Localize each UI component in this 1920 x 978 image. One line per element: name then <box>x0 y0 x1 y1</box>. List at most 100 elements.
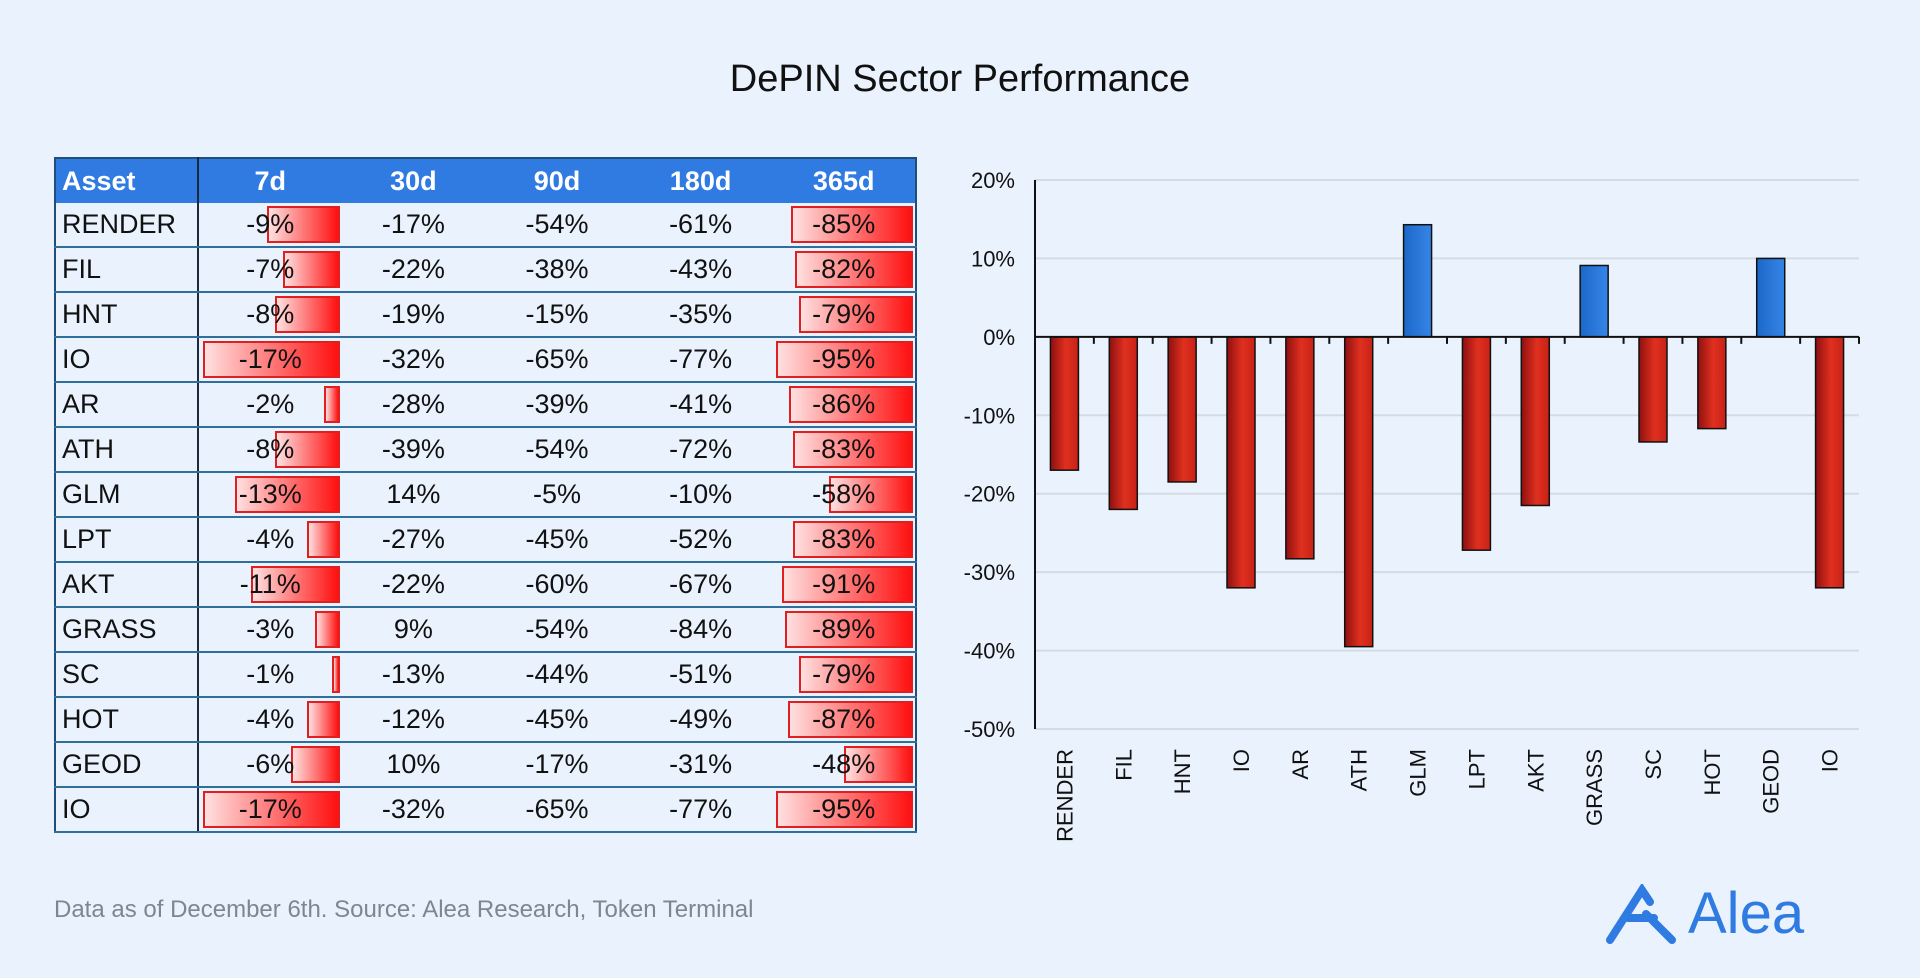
x-tick-label: LPT <box>1464 749 1489 789</box>
value-cell: -61% <box>628 203 773 248</box>
data-bar <box>291 746 340 783</box>
asset-cell: LPT <box>55 517 199 563</box>
cell-value: -95% <box>812 794 876 824</box>
value-cell: -82% <box>772 247 916 293</box>
y-tick-label: -30% <box>964 560 1015 585</box>
data-bar <box>781 566 913 603</box>
value-cell: -22% <box>341 562 486 608</box>
cell-value: -17% <box>238 794 302 824</box>
data-bar <box>251 566 340 603</box>
cell-value: -49% <box>669 704 733 734</box>
value-cell: -54% <box>485 427 629 473</box>
x-tick-label: RENDER <box>1052 749 1077 842</box>
bar-hot <box>1697 336 1727 430</box>
cell-value: -87% <box>812 704 876 734</box>
value-cell: -65% <box>485 787 629 833</box>
bar-io <box>1814 336 1845 589</box>
cell-value: -43% <box>669 254 733 284</box>
asset-cell: GLM <box>55 472 199 518</box>
data-bar <box>799 656 913 693</box>
value-cell: -17% <box>341 203 486 248</box>
column-header-180d: 180d <box>628 158 773 203</box>
value-cell: -5% <box>485 472 629 518</box>
bar-io <box>1226 336 1256 589</box>
data-bar <box>793 521 913 558</box>
value-cell: -15% <box>485 292 629 338</box>
data-bar <box>776 791 913 828</box>
y-tick-label: -10% <box>964 403 1015 428</box>
table-row: SC -1% -13% -44% -51% -79% <box>55 652 916 698</box>
cell-value: -95% <box>812 344 876 374</box>
cell-value: -15% <box>525 299 589 329</box>
cell-value: 10% <box>386 749 441 779</box>
asset-cell: HNT <box>55 292 199 338</box>
x-tick-label: SC <box>1641 749 1666 780</box>
x-tick-label: GRASS <box>1582 749 1607 826</box>
value-cell: -95% <box>772 787 916 833</box>
cell-value: -17% <box>381 209 445 239</box>
asset-cell: AR <box>55 382 199 428</box>
value-cell: -45% <box>485 697 629 743</box>
data-bar <box>790 206 913 243</box>
x-tick-label: HNT <box>1170 749 1195 794</box>
data-bar <box>307 701 340 738</box>
bar-akt <box>1520 336 1551 507</box>
value-cell: -72% <box>628 427 773 473</box>
data-bar <box>315 611 340 648</box>
data-bar <box>275 296 340 333</box>
x-tick-label: GLM <box>1406 749 1431 797</box>
cell-value: -19% <box>381 299 445 329</box>
x-tick-label: AKT <box>1523 749 1548 792</box>
cell-value: -38% <box>525 254 589 284</box>
cell-value: -84% <box>669 614 733 644</box>
cell-value: -13% <box>238 479 302 509</box>
value-cell: -19% <box>341 292 486 338</box>
cell-value: -79% <box>812 659 876 689</box>
value-cell: -17% <box>198 337 342 383</box>
table-row: HOT -4% -12% -45% -49% -87% <box>55 697 916 743</box>
value-cell: -13% <box>198 472 342 518</box>
cell-value: -85% <box>812 209 876 239</box>
value-cell: -79% <box>772 652 916 698</box>
cell-value: -35% <box>669 299 733 329</box>
cell-value: -32% <box>381 794 445 824</box>
value-cell: -1% <box>198 652 342 698</box>
asset-cell: AKT <box>55 562 199 608</box>
cell-value: -48% <box>812 749 876 779</box>
value-cell: -77% <box>628 337 773 383</box>
data-bar <box>789 386 913 423</box>
value-cell: -83% <box>772 517 916 563</box>
value-cell: -8% <box>198 427 342 473</box>
cell-value: -8% <box>246 434 295 464</box>
x-tick-label: HOT <box>1700 749 1725 795</box>
asset-cell: IO <box>55 787 199 833</box>
bar-ath <box>1343 336 1374 648</box>
cell-value: -31% <box>669 749 733 779</box>
asset-cell: HOT <box>55 697 199 743</box>
bar-lpt <box>1461 336 1492 551</box>
cell-value: -4% <box>246 524 295 554</box>
cell-value: -17% <box>238 344 302 374</box>
cell-value: -44% <box>525 659 589 689</box>
table-row: GLM -13% 14% -5% -10% -58% <box>55 472 916 518</box>
value-cell: -39% <box>341 427 486 473</box>
y-tick-label: 0% <box>983 325 1015 350</box>
asset-cell: GRASS <box>55 607 199 653</box>
data-bar <box>843 746 913 783</box>
bar-sc <box>1638 336 1668 443</box>
x-tick-label: GEOD <box>1759 749 1784 814</box>
asset-cell: SC <box>55 652 199 698</box>
value-cell: -54% <box>485 203 629 248</box>
cell-value: -86% <box>812 389 876 419</box>
cell-value: -54% <box>525 209 589 239</box>
y-tick-label: -20% <box>964 482 1015 507</box>
cell-value: -60% <box>525 569 589 599</box>
asset-cell: IO <box>55 337 199 383</box>
value-cell: -9% <box>198 203 342 248</box>
value-cell: -27% <box>341 517 486 563</box>
table-row: AKT -11% -22% -60% -67% -91% <box>55 562 916 608</box>
alea-logo-icon <box>1606 883 1676 944</box>
value-cell: -38% <box>485 247 629 293</box>
data-bar <box>267 206 340 243</box>
page-title: DePIN Sector Performance <box>729 58 1191 100</box>
